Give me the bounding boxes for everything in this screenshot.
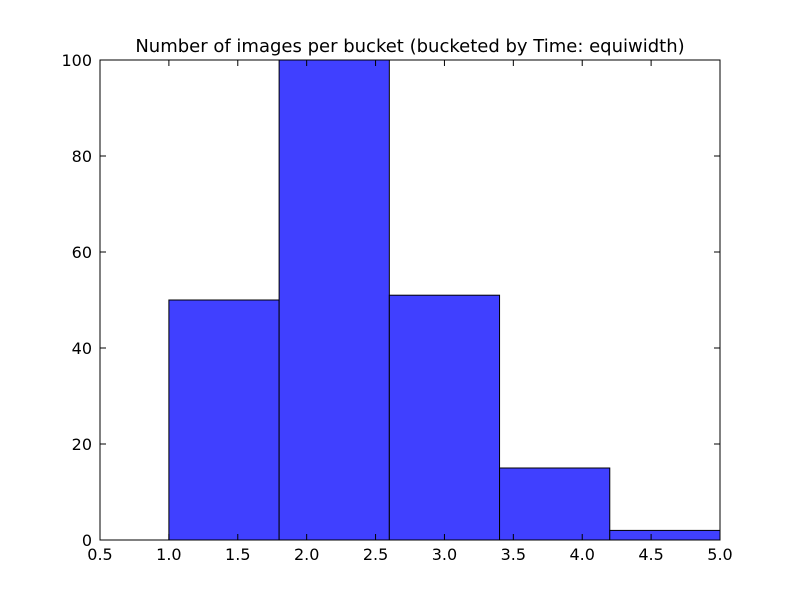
y-tick-label: 0 [82,531,92,550]
x-tick-label: 4.0 [569,545,594,564]
x-tick-label: 3.0 [432,545,457,564]
histogram-bar-5 [609,529,721,541]
x-tick-label: 3.5 [501,545,526,564]
x-tick-label: 1.0 [156,545,181,564]
x-tick-label: 2.0 [294,545,319,564]
histogram-bar-2 [278,59,390,541]
y-tick-label: 60 [72,243,92,262]
y-tick-label: 40 [72,339,92,358]
x-tick-label: 5.0 [707,545,732,564]
y-tick-label: 80 [72,147,92,166]
x-tick-label: 2.5 [363,545,388,564]
y-tick-label: 20 [72,435,92,454]
y-tick-label: 100 [61,51,92,70]
bars-group [168,59,721,541]
x-tick-label: 0.5 [87,545,112,564]
plot-frame [99,59,721,541]
x-tick-label: 1.5 [225,545,250,564]
histogram-bar-1 [168,299,280,541]
histogram-bar-3 [388,294,501,541]
chart-title: Number of images per bucket (bucketed by… [135,36,684,57]
x-tick-label: 4.5 [638,545,663,564]
histogram-bar-4 [499,467,611,541]
